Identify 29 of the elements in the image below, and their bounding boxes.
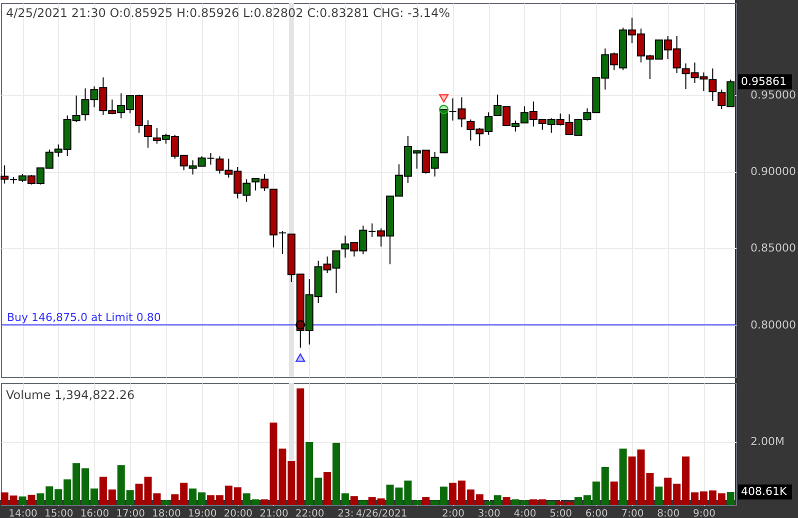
x-tick-label: 20:00 [224,508,253,518]
x-tick-label: 14:00 [8,508,38,518]
ref-line-label: Buy 146,875.0 at Limit 0.80 [7,310,161,324]
x-tick-label: 7:00 [621,508,644,518]
x-tick-label: 8:00 [657,508,680,518]
chart-title: Volume 1,394,822.26 [6,388,135,402]
x-tick-label: 18:00 [152,508,181,518]
x-tick-label: 21:00 [260,508,288,518]
text: 408.61K [741,485,788,498]
x-tick-label: 15:00 [44,508,74,518]
x-tick-label: 23: [338,508,354,518]
y-tick-label: 0.95000 [750,88,796,102]
x-tick-label: 6:00 [585,508,608,518]
x-tick-label: 17:00 [116,508,145,518]
y-tick-label: 0.90000 [750,165,796,178]
x-tick-label: 2:00 [442,508,464,518]
y-tick-label: 0.80000 [750,318,796,332]
x-tick-label: 22:00 [295,508,324,518]
text: 0.95861 [741,74,786,88]
x-tick-label: 3:00 [478,508,500,518]
x-tick-label: 16:00 [80,508,110,518]
x-tick-label: 19:00 [188,508,217,518]
x-tick-label: 4/26/2021 [356,508,408,518]
x-tick-label: 5:00 [550,508,572,518]
chart-title: 4/25/2021 21:30 O:0.85925 H:0.85926 L:0.82802 C:0.83281 CHG: -3.14% [6,6,450,20]
y-tick-label: 0.85000 [750,242,796,255]
x-tick-label: 9:00 [692,508,716,518]
x-tick-label: 4:00 [514,508,536,518]
y-tick-label: 2.00M [750,435,784,448]
